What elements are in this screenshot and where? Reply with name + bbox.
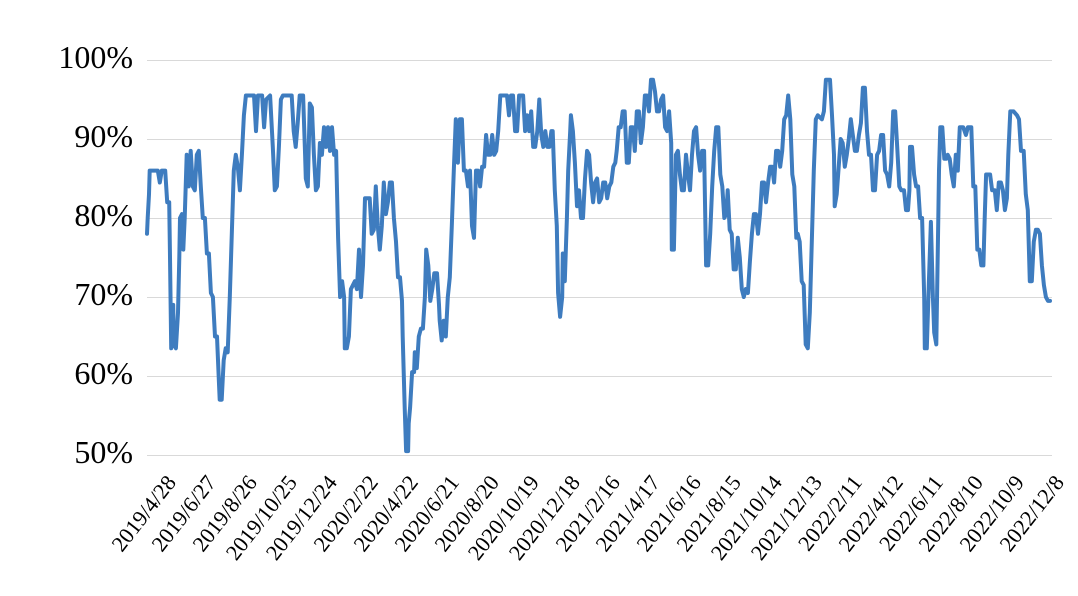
gridline [147,376,1052,377]
gridline [147,297,1052,298]
y-axis-tick-label: 70% [74,276,133,312]
gridline [147,139,1052,140]
y-axis-tick-label: 80% [74,197,133,233]
y-axis-tick-label: 50% [74,434,133,470]
y-axis-tick-label: 60% [74,355,133,391]
data-series-line [145,77,1052,454]
y-axis-tick-label: 90% [74,118,133,154]
series-polyline [145,77,1052,454]
y-axis-tick-label: 100% [58,39,133,75]
gridline [147,218,1052,219]
plot-area [145,60,1052,456]
y-axis: 100% 90% 80% 70% 60% 50% [0,0,133,590]
gridline [147,60,1052,61]
gridline [147,455,1052,456]
